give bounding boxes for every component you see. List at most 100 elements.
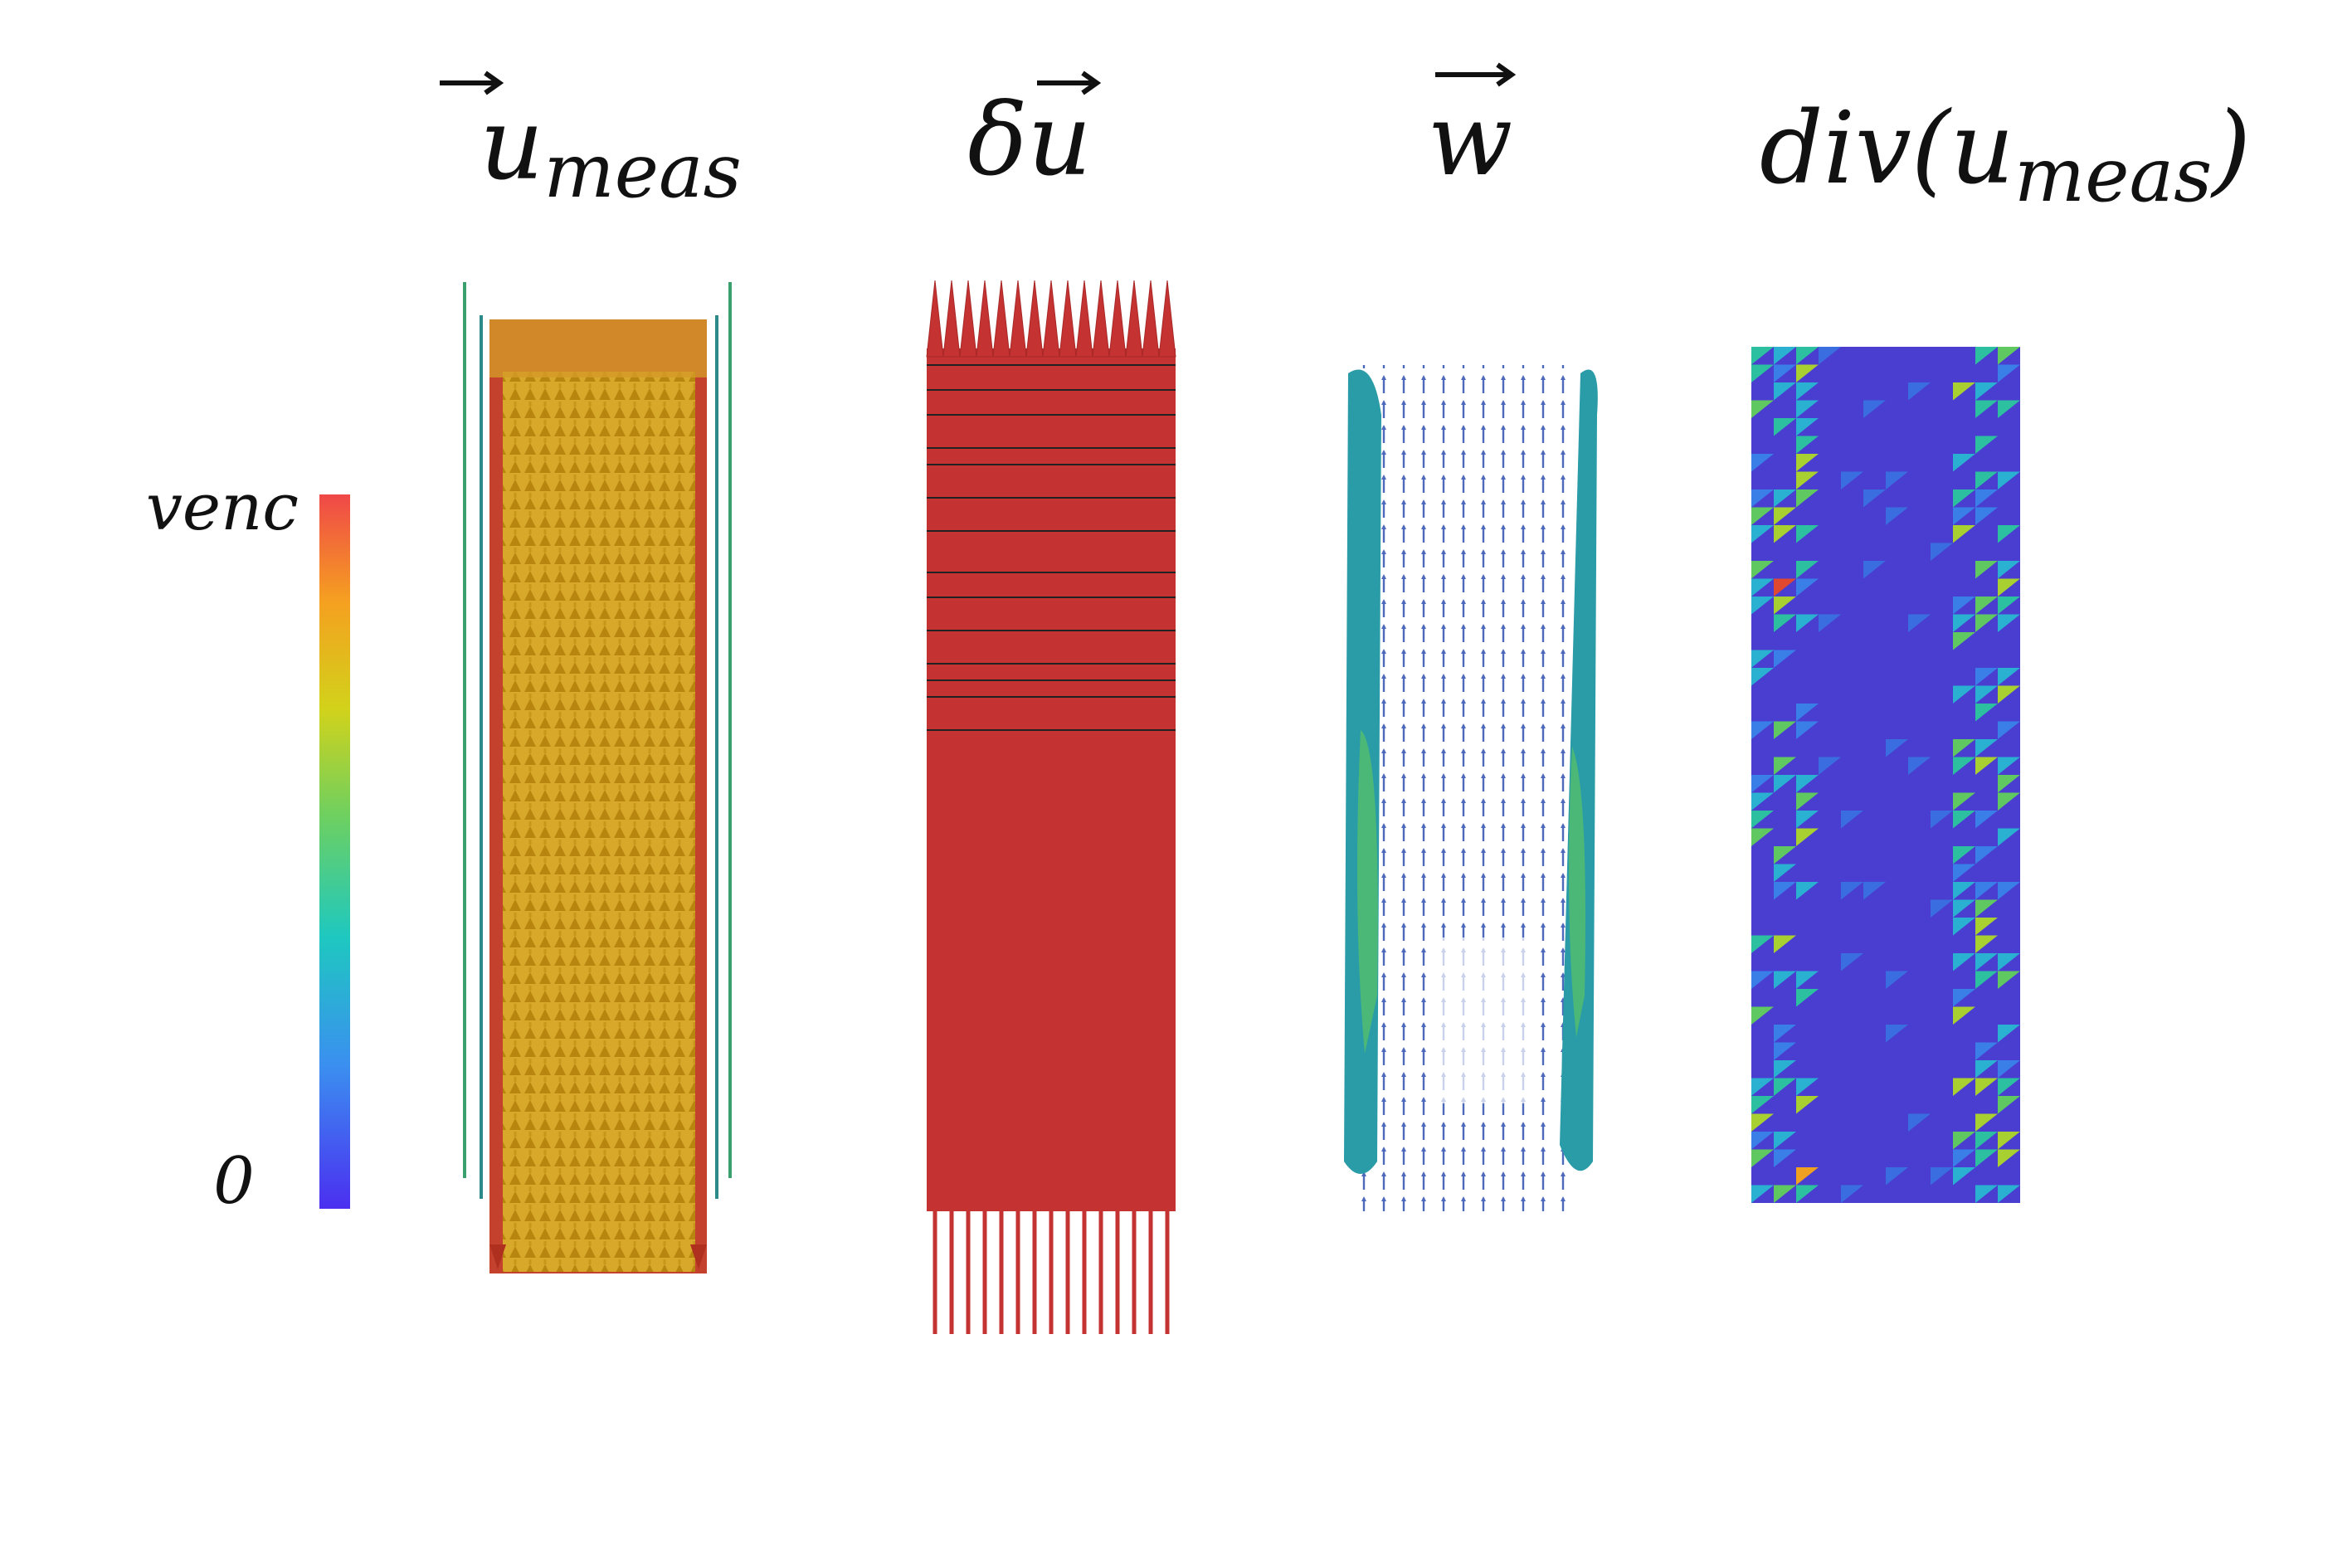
div-cell [1751,1078,1774,1096]
div-cell [1796,400,1819,418]
div-cell [1774,1042,1796,1060]
div-cell [1975,347,1998,365]
div-cell [1886,739,1908,757]
div-cell [1796,792,1819,811]
arrowhead [1025,280,1044,358]
div-cell [1998,614,2020,632]
div-cell [1998,1060,2020,1079]
div-cell [1774,721,1796,739]
title-close: ) [2209,91,2251,207]
div-cell [1886,1025,1908,1043]
div-cell [1774,507,1796,525]
panel-title: div(umeas) [1760,91,2251,219]
arrowhead [1142,280,1160,358]
div-cell [1953,614,1975,632]
title-sub: meas [543,128,741,215]
div-cell [1751,650,1774,668]
title-base: δu [967,83,1092,198]
arrowhead [1158,280,1176,358]
div-cell [1796,454,1819,472]
div-cell [1953,382,1975,401]
div-cell [1751,525,1774,543]
div-cell [1796,436,1819,454]
div-cell [1998,597,2020,615]
colorbar-max-label: venc [146,470,299,545]
wall-arrows [1560,369,1598,1171]
div-cell [1931,899,1953,918]
div-cell [1975,1132,1998,1150]
div-cell [1774,525,1796,543]
arrowhead [1092,280,1110,358]
div-cell [1953,882,1975,900]
div-cell [1841,953,1863,971]
div-cell [1863,400,1886,418]
div-cell [1841,1185,1863,1203]
div-cell [1953,989,1975,1007]
arrowhead [1125,280,1143,358]
colorbar [319,494,350,1209]
div-cell [1953,953,1975,971]
div-cell [1774,364,1796,382]
div-cell [1774,1025,1796,1043]
div-cell [1998,721,2020,739]
div-cell [1774,971,1796,989]
div-cell [1975,899,1998,918]
div-cell [1953,525,1975,543]
div-cell [1774,1149,1796,1167]
div-cell [1774,382,1796,401]
div-cell [1751,721,1774,739]
div-cell [1998,525,2020,543]
div-cell [1953,685,1975,704]
div-cell [1953,1167,1975,1186]
title-sub: meas [2014,132,2212,219]
vector-arrow [1037,71,1102,95]
div-cell [1953,1132,1975,1150]
div-cell [1975,1113,1998,1132]
div-cell [1975,489,1998,508]
div-cell [1975,935,1998,953]
div-cell [1751,561,1774,579]
div-cell [1751,971,1774,989]
div-cell [1998,364,2020,382]
div-cell [1953,489,1975,508]
div-cell [1975,614,1998,632]
sparse-region [1427,937,1527,1103]
div-cell [1998,882,2020,900]
tube-body [503,372,695,1272]
div-cell [1953,757,1975,775]
div-cell [1774,418,1796,436]
wall-arrows [1357,730,1378,1054]
div-cell [1953,597,1975,615]
div-cell [1975,561,1998,579]
div-cell [1998,1149,2020,1167]
div-cell [1975,471,1998,489]
div-cell [1998,347,2020,365]
div-cell [1863,882,1886,900]
div-cell [1774,935,1796,953]
div-cell [1774,614,1796,632]
div-cell [1751,597,1774,615]
div-cell [1998,1185,2020,1203]
div-cell [1863,489,1886,508]
div-cell [1796,1185,1819,1203]
arrowhead [1042,280,1060,358]
arrowhead [926,280,944,358]
div-cell [1998,775,2020,793]
panel-title: w [1428,83,1513,198]
div-cell [1998,578,2020,597]
div-cell [1796,382,1819,401]
div-cell [1751,1185,1774,1203]
div-cell [1975,400,1998,418]
div-cell [1774,864,1796,882]
tube-top [489,319,707,377]
div-cell [1975,685,1998,704]
div-cell [1975,918,1998,936]
div-cell [1953,864,1975,882]
div-cell [1953,507,1975,525]
panel-title: umeas [480,87,742,215]
title-base: u [480,87,543,202]
div-panel [1751,347,2020,1203]
div-cell [1953,918,1975,936]
arrowhead [959,280,977,358]
